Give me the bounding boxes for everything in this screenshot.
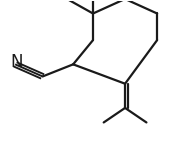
Text: N: N xyxy=(11,53,23,71)
